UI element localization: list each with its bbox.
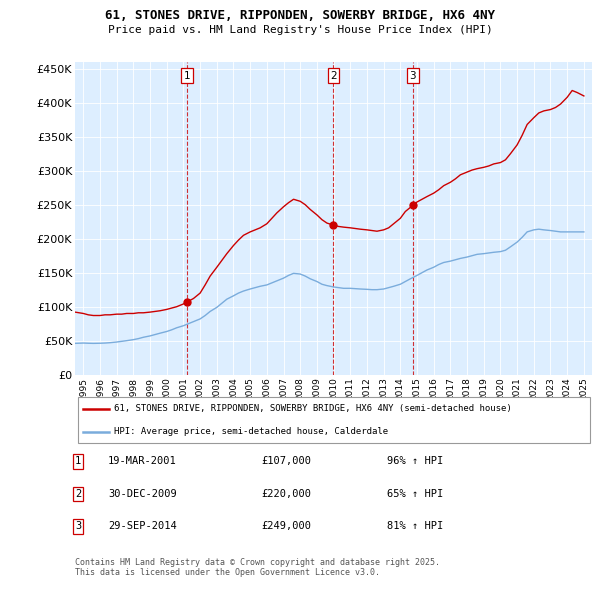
Text: £249,000: £249,000	[261, 522, 311, 531]
Text: 2: 2	[75, 489, 81, 499]
Text: 61, STONES DRIVE, RIPPONDEN, SOWERBY BRIDGE, HX6 4NY (semi-detached house): 61, STONES DRIVE, RIPPONDEN, SOWERBY BRI…	[114, 404, 512, 414]
Text: 81% ↑ HPI: 81% ↑ HPI	[387, 522, 443, 531]
FancyBboxPatch shape	[77, 397, 590, 444]
Text: £220,000: £220,000	[261, 489, 311, 499]
Text: 29-SEP-2014: 29-SEP-2014	[108, 522, 177, 531]
Text: 61, STONES DRIVE, RIPPONDEN, SOWERBY BRIDGE, HX6 4NY: 61, STONES DRIVE, RIPPONDEN, SOWERBY BRI…	[105, 9, 495, 22]
Text: 3: 3	[75, 522, 81, 531]
Text: 30-DEC-2009: 30-DEC-2009	[108, 489, 177, 499]
Text: £107,000: £107,000	[261, 457, 311, 466]
Text: HPI: Average price, semi-detached house, Calderdale: HPI: Average price, semi-detached house,…	[114, 427, 388, 437]
Text: 2: 2	[330, 71, 337, 81]
Text: 1: 1	[184, 71, 190, 81]
Text: 96% ↑ HPI: 96% ↑ HPI	[387, 457, 443, 466]
Text: 1: 1	[75, 457, 81, 466]
Text: 19-MAR-2001: 19-MAR-2001	[108, 457, 177, 466]
Text: Contains HM Land Registry data © Crown copyright and database right 2025.
This d: Contains HM Land Registry data © Crown c…	[75, 558, 440, 577]
Text: Price paid vs. HM Land Registry's House Price Index (HPI): Price paid vs. HM Land Registry's House …	[107, 25, 493, 35]
Text: 3: 3	[410, 71, 416, 81]
Text: 65% ↑ HPI: 65% ↑ HPI	[387, 489, 443, 499]
